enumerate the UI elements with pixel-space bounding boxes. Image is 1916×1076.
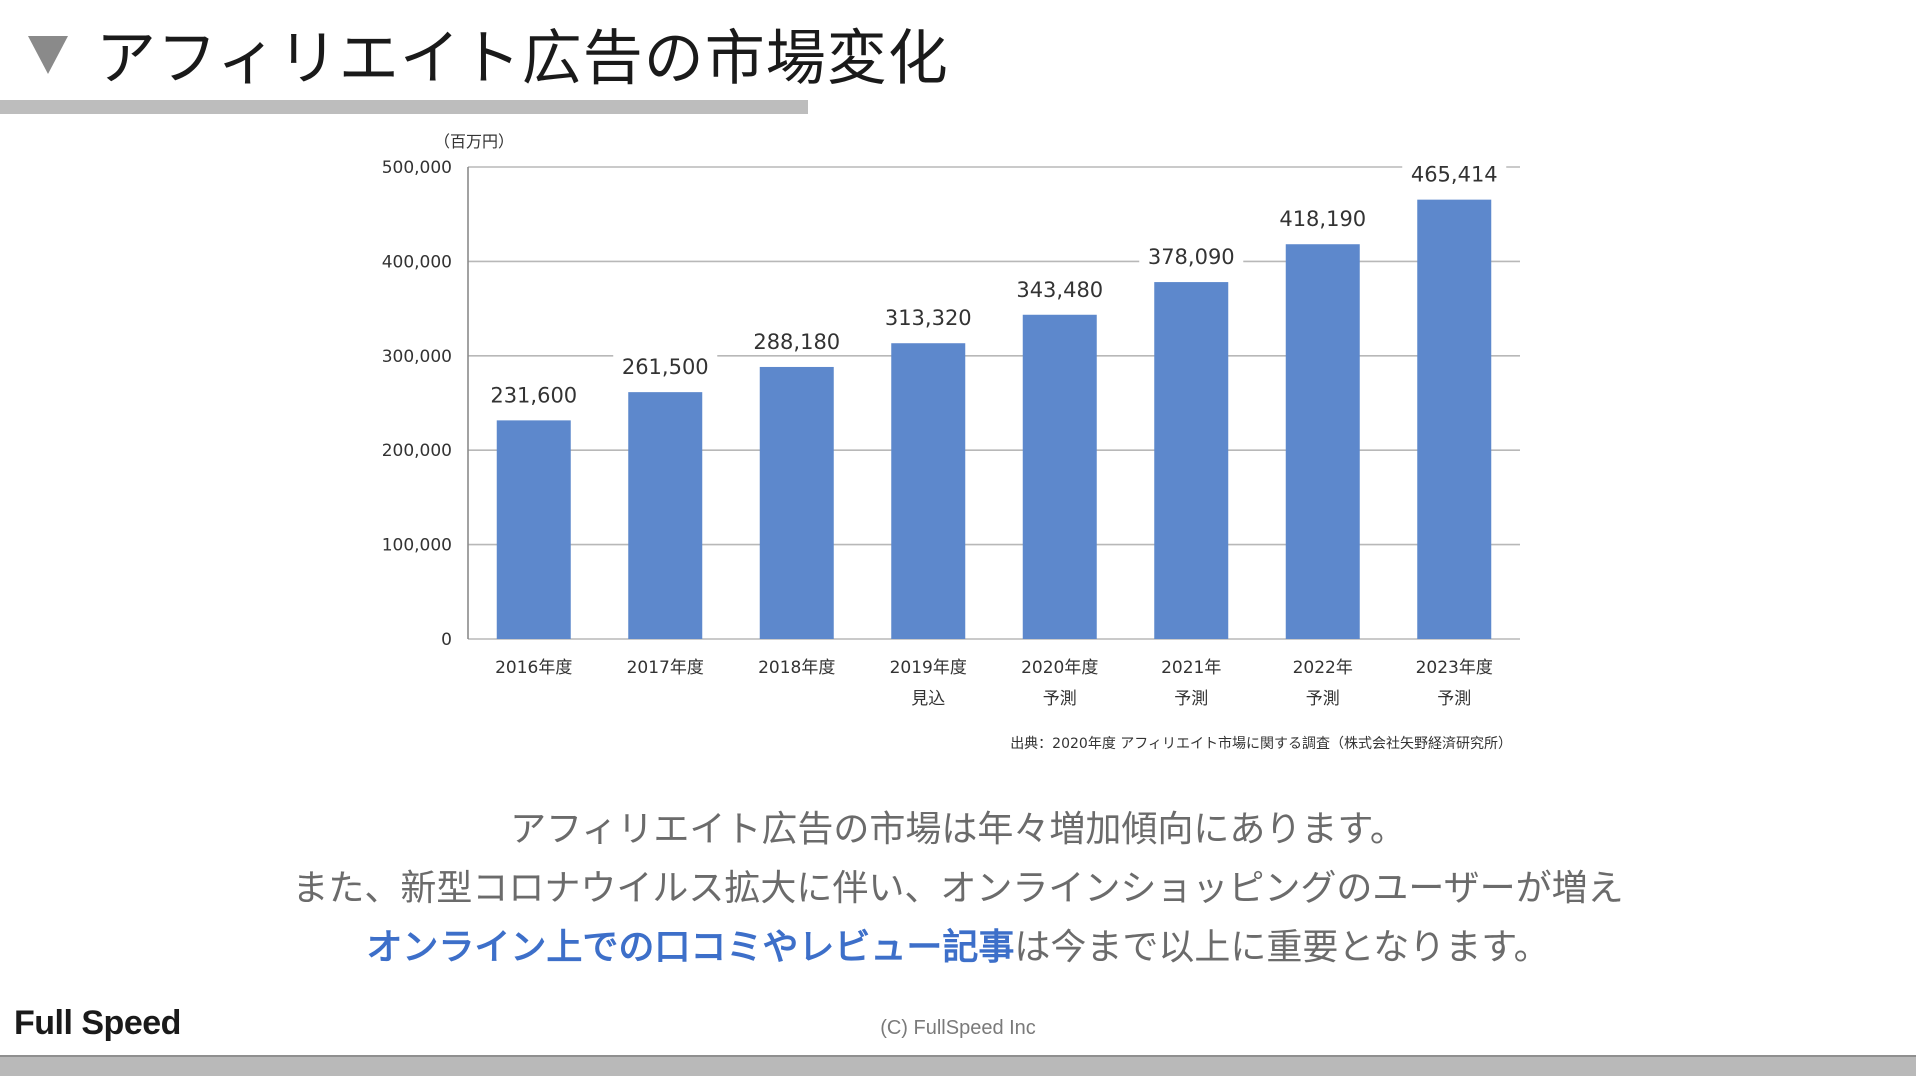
x-tick-label: 2016年度 bbox=[495, 658, 572, 678]
description-line-2: また、新型コロナウイルス拡大に伴い、オンラインショッピングのユーザーが増え bbox=[292, 868, 1624, 909]
bar bbox=[628, 392, 703, 639]
bar bbox=[1285, 244, 1360, 639]
y-tick-label: 500,000 bbox=[382, 158, 452, 178]
value-label: 343,480 bbox=[1016, 278, 1103, 302]
title-underline bbox=[0, 100, 808, 114]
value-label: 418,190 bbox=[1279, 207, 1366, 231]
grid-lines bbox=[467, 166, 1520, 640]
bar bbox=[496, 420, 571, 639]
y-tick-label: 0 bbox=[441, 630, 452, 650]
value-label-bg bbox=[613, 350, 718, 381]
x-tick-label: 2022年 bbox=[1293, 658, 1353, 678]
bar bbox=[1022, 314, 1097, 639]
value-label-bg bbox=[1007, 272, 1112, 303]
y-tick-label: 100,000 bbox=[382, 536, 452, 556]
x-tick-label: 2023年度 bbox=[1416, 658, 1493, 678]
bar bbox=[759, 366, 834, 639]
bar-chart: 0 100,000 200,000 300,000 400,000 500,000 （百万円… bbox=[382, 132, 1520, 752]
x-tick-label: 2019年度 bbox=[890, 658, 967, 678]
value-label: 261,500 bbox=[622, 355, 709, 379]
source-note: 出典：2020年度 アフィリエイト市場に関する調査（株式会社矢野経済研究所） bbox=[1010, 735, 1512, 752]
x-tick-label: 2017年度 bbox=[627, 658, 704, 678]
x-tick-label: 2021年 bbox=[1161, 658, 1221, 678]
y-tick-label: 300,000 bbox=[382, 347, 452, 367]
description-highlight: オンライン上での口コミやレビュー記事 bbox=[366, 927, 1015, 968]
bars bbox=[496, 199, 1492, 640]
page-title: アフィリエイト広告の市場変化 bbox=[96, 23, 949, 94]
value-label-bg bbox=[744, 324, 849, 355]
value-label-bg bbox=[1402, 157, 1507, 188]
value-label-bg bbox=[1270, 202, 1375, 233]
description-line-1: アフィリエイト広告の市場は年々増加傾向にあります。 bbox=[510, 809, 1406, 850]
triangle-marker-icon bbox=[28, 36, 68, 74]
value-label: 288,180 bbox=[753, 330, 840, 354]
value-label-bg bbox=[481, 378, 586, 409]
description-line-3: オンライン上での口コミやレビュー記事は今まで以上に重要となります。 bbox=[0, 918, 1916, 977]
value-label: 313,320 bbox=[885, 306, 972, 330]
y-tick-label: 200,000 bbox=[382, 441, 452, 461]
value-label: 378,090 bbox=[1148, 245, 1235, 269]
fullspeed-logo: Full Speed bbox=[14, 1004, 181, 1042]
x-tick-note: 見込 bbox=[911, 689, 945, 709]
bar bbox=[891, 343, 966, 639]
x-tick-note: 予測 bbox=[1174, 689, 1208, 709]
title-row: アフィリエイト広告の市場変化 bbox=[28, 8, 949, 98]
chart-labels: 0 100,000 200,000 300,000 400,000 500,000 （百万円… bbox=[382, 132, 1512, 752]
y-tick-label: 400,000 bbox=[382, 252, 452, 272]
description-line-3-rest: は今まで以上に重要となります。 bbox=[1014, 927, 1550, 968]
bar bbox=[1417, 199, 1492, 640]
x-tick-label: 2018年度 bbox=[758, 658, 835, 678]
copyright-text: (C) FullSpeed Inc bbox=[880, 1017, 1036, 1039]
x-tick-label: 2020年度 bbox=[1021, 658, 1098, 678]
value-label-bg bbox=[1139, 240, 1244, 271]
description: アフィリエイト広告の市場は年々増加傾向にあります。 また、新型コロナウイルス拡大… bbox=[0, 800, 1916, 977]
x-tick-note: 予測 bbox=[1306, 689, 1340, 709]
bar bbox=[1154, 282, 1229, 639]
value-label: 231,600 bbox=[490, 383, 577, 407]
unit-label: （百万円） bbox=[434, 132, 514, 151]
value-label-bg bbox=[876, 301, 981, 332]
x-tick-note: 予測 bbox=[1437, 689, 1471, 709]
x-tick-note: 予測 bbox=[1043, 689, 1077, 709]
value-label: 465,414 bbox=[1411, 163, 1498, 187]
footer-bar bbox=[0, 1055, 1916, 1076]
